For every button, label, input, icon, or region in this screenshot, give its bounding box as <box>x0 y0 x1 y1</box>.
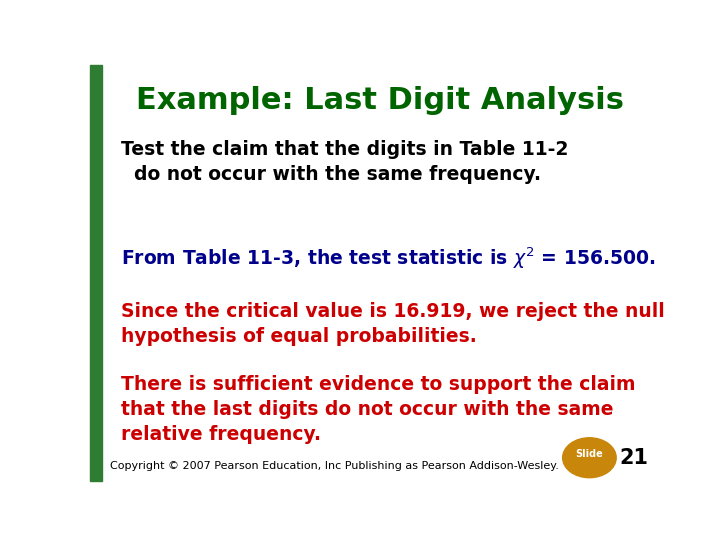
Text: Example: Last Digit Analysis: Example: Last Digit Analysis <box>136 85 624 114</box>
Text: Slide: Slide <box>575 449 603 459</box>
Text: Test the claim that the digits in Table 11-2
  do not occur with the same freque: Test the claim that the digits in Table … <box>121 140 568 184</box>
Text: Copyright © 2007 Pearson Education, Inc Publishing as Pearson Addison-Wesley.: Copyright © 2007 Pearson Education, Inc … <box>109 462 559 471</box>
Circle shape <box>562 438 616 478</box>
Text: There is sufficient evidence to support the claim
that the last digits do not oc: There is sufficient evidence to support … <box>121 375 635 443</box>
Text: 21: 21 <box>619 448 648 468</box>
Text: From Table 11-3, the test statistic is $\chi^2$ = 156.500.: From Table 11-3, the test statistic is $… <box>121 246 655 271</box>
FancyBboxPatch shape <box>90 65 102 481</box>
Text: Since the critical value is 16.919, we reject the null
hypothesis of equal proba: Since the critical value is 16.919, we r… <box>121 302 665 346</box>
